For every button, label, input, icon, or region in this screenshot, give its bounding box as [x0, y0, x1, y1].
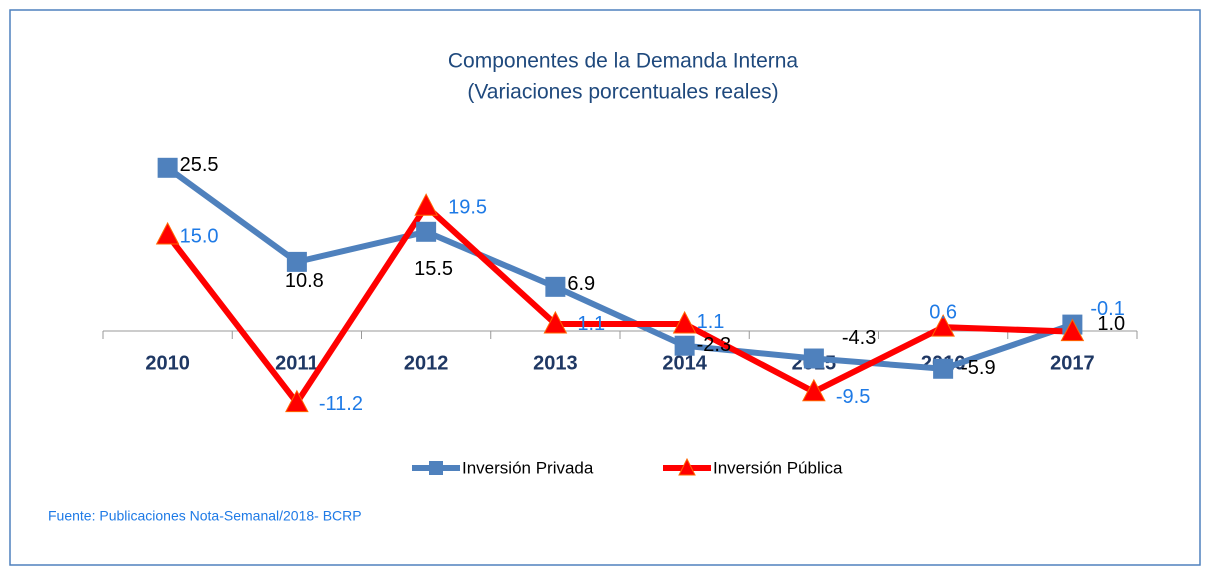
data-label: 10.8	[285, 270, 324, 292]
data-label: 25.5	[180, 154, 219, 176]
point-marker	[802, 378, 826, 402]
point-marker	[931, 314, 955, 337]
legend-label: Inversión Privada	[462, 458, 594, 477]
point-marker	[1060, 318, 1085, 342]
x-tick-label: 2012	[404, 352, 449, 374]
point-marker	[803, 348, 824, 369]
data-label: -9.5	[836, 386, 870, 408]
point-marker	[155, 221, 180, 245]
chart-subtitle: (Variaciones porcentuales reales)	[467, 81, 778, 104]
legend-marker	[429, 461, 443, 475]
data-label: -4.3	[842, 327, 876, 349]
point-marker	[933, 358, 954, 379]
point-marker	[416, 221, 437, 242]
data-label: 1.1	[697, 311, 725, 333]
data-label: 1.1	[577, 313, 605, 335]
x-tick-label: 2010	[145, 352, 190, 374]
data-label: 6.9	[567, 273, 595, 295]
data-label: 15.5	[414, 258, 453, 280]
point-marker	[414, 193, 438, 216]
data-label: -2.3	[697, 334, 731, 356]
data-label: 15.0	[180, 225, 219, 247]
point-marker	[285, 389, 309, 413]
data-label: -5.9	[961, 357, 995, 379]
x-tick-label: 2011	[275, 352, 318, 374]
x-tick-label: 2013	[533, 352, 578, 374]
chart-title: Componentes de la Demanda Interna	[448, 50, 799, 73]
point-marker	[545, 276, 566, 297]
point-marker	[157, 157, 178, 178]
series-line	[165, 203, 1073, 406]
source-note: Fuente: Publicaciones Nota-Semanal/2018-…	[48, 508, 362, 524]
legend-marker	[678, 457, 696, 476]
x-tick-label: 2017	[1050, 352, 1095, 374]
data-label: 1.0	[1097, 313, 1125, 335]
point-marker	[672, 310, 697, 334]
data-label: -0.1	[1090, 298, 1124, 320]
data-label: 0.6	[929, 301, 957, 323]
data-label: -11.2	[319, 393, 363, 415]
point-marker	[286, 251, 307, 272]
legend-label: Inversión Pública	[713, 458, 843, 477]
point-marker	[674, 335, 695, 356]
x-tick-label: 2014	[662, 352, 707, 374]
data-label: 19.5	[448, 196, 487, 218]
point-marker	[543, 310, 568, 334]
series-line	[165, 165, 1074, 372]
